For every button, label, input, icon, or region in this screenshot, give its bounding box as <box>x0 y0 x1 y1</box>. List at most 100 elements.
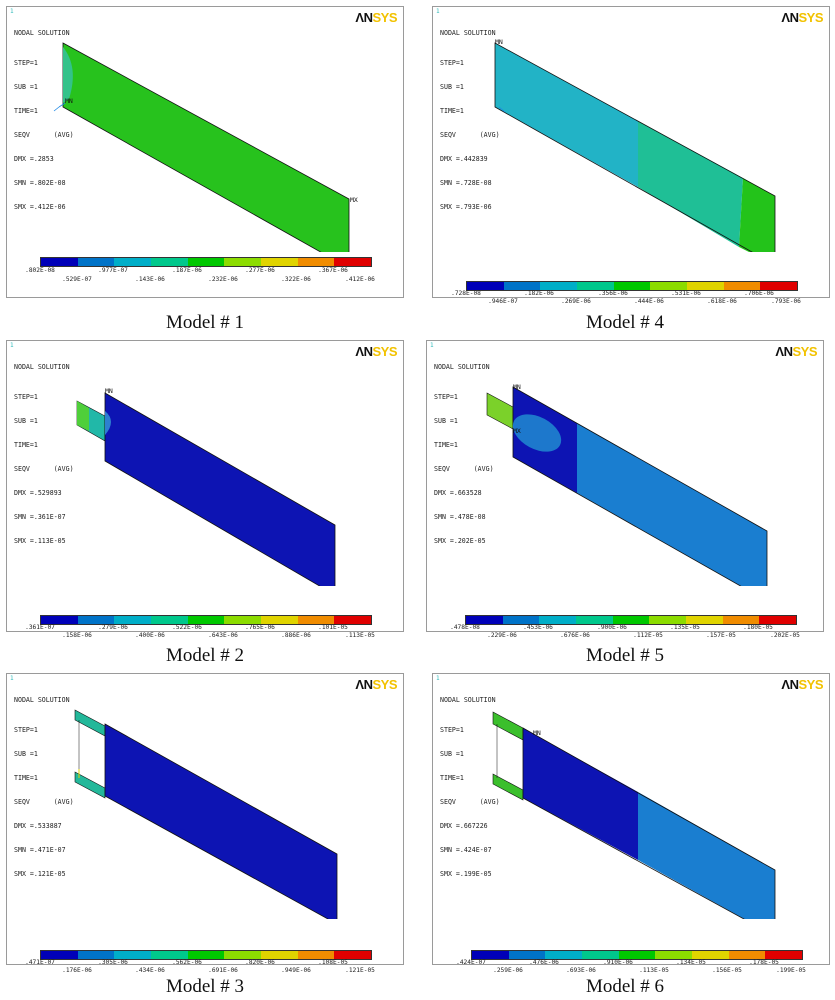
plate-region-1 <box>523 728 638 860</box>
bottom-flange <box>74 771 106 799</box>
min-tag: MN <box>533 729 541 737</box>
plot-panel-model-1: 1 NODAL SOLUTION STEP=1 SUB =1 TIME=1 SE… <box>6 6 404 298</box>
contour-plot: MN MX <box>494 38 776 252</box>
min-tag: MN <box>495 38 503 46</box>
legend-band <box>261 616 298 624</box>
ansys-logo: ΛNSYS <box>355 344 397 359</box>
legend-band <box>77 951 115 959</box>
window-number: 1 <box>436 675 440 682</box>
legend-band <box>151 951 188 959</box>
legend-band <box>114 258 152 266</box>
solution-info: NODAL SOLUTION STEP=1 SUB =1 TIME=1 SEQV… <box>14 363 74 545</box>
caption-model-2: Model # 2 <box>165 645 245 666</box>
window-number: 1 <box>10 8 14 15</box>
legend-band <box>686 616 723 624</box>
legend-band <box>649 616 687 624</box>
legend-band <box>618 951 656 959</box>
max-tag: MX <box>513 427 521 435</box>
plate-region-1 <box>495 43 638 187</box>
legend-band <box>334 258 372 266</box>
legend-band <box>472 951 509 959</box>
legend-band <box>77 258 115 266</box>
legend-band <box>41 616 78 624</box>
color-legend <box>40 950 372 960</box>
caption-model-5: Model # 5 <box>585 645 665 666</box>
legend-band <box>467 282 504 290</box>
plot-panel-model-2: 1 NODAL SOLUTION STEP=1 SUB =1 TIME=1 SE… <box>6 340 404 639</box>
solution-info: NODAL SOLUTION STEP=1 SUB =1 TIME=1 SEQV… <box>440 29 500 211</box>
top-flange <box>74 709 106 737</box>
legend-band <box>114 616 152 624</box>
legend-band <box>77 616 115 624</box>
legend-band <box>577 282 614 290</box>
flange <box>486 392 514 430</box>
legend-band <box>723 282 761 290</box>
legend-band <box>722 616 760 624</box>
contour-plot: MX MN <box>53 42 358 252</box>
plate-region-2 <box>638 121 743 247</box>
ansys-logo: ΛNSYS <box>781 677 823 692</box>
legend-band <box>224 258 262 266</box>
legend-band <box>687 282 724 290</box>
legend-band <box>576 616 613 624</box>
legend-band <box>297 616 335 624</box>
legend-band <box>187 258 225 266</box>
legend-band <box>261 951 298 959</box>
min-tag: MN <box>65 97 73 105</box>
legend-band <box>539 616 577 624</box>
plate-region-2 <box>638 792 775 919</box>
solution-info: NODAL SOLUTION STEP=1 SUB =1 TIME=1 SEQV… <box>14 696 74 878</box>
caption-model-1: Model # 1 <box>165 312 245 333</box>
top-flange <box>492 711 524 741</box>
flange-tip <box>77 401 89 431</box>
legend-band <box>41 951 78 959</box>
window-number: 1 <box>10 675 14 682</box>
caption-model-6: Model # 6 <box>585 976 665 997</box>
legend-band <box>334 951 372 959</box>
plate <box>104 392 336 586</box>
legend-band <box>540 282 578 290</box>
legend-band <box>224 616 262 624</box>
legend-band <box>545 951 583 959</box>
legend-band <box>187 616 225 624</box>
legend-band <box>151 616 188 624</box>
min-tag: MN <box>513 383 521 391</box>
plot-panel-model-4: 1 NODAL SOLUTION STEP=1 SUB =1 TIME=1 SE… <box>432 6 830 305</box>
legend-band <box>655 951 693 959</box>
ansys-logo: ΛNSYS <box>355 10 397 25</box>
bottom-flange <box>492 773 524 801</box>
plate <box>104 723 338 919</box>
max-tag: MX <box>350 196 358 204</box>
legend-band <box>508 951 546 959</box>
solution-info: NODAL SOLUTION STEP=1 SUB =1 TIME=1 SEQV… <box>440 696 500 878</box>
contour-plot: MN MX <box>486 383 768 586</box>
legend-band <box>503 282 541 290</box>
legend-band <box>224 951 262 959</box>
legend-band <box>187 951 225 959</box>
legend-band <box>297 951 335 959</box>
legend-band <box>114 951 152 959</box>
legend-band <box>759 616 797 624</box>
plate <box>62 42 350 252</box>
legend-band <box>765 951 803 959</box>
caption-model-4: Model # 4 <box>585 312 665 333</box>
legend-band <box>582 951 619 959</box>
color-legend <box>465 615 797 625</box>
color-legend <box>40 615 372 625</box>
legend-band <box>261 258 298 266</box>
window-number: 1 <box>436 8 440 15</box>
window-number: 1 <box>10 342 14 349</box>
stress-region <box>63 47 73 103</box>
contour-plot: MN <box>492 711 776 919</box>
solution-title: NODAL SOLUTION <box>14 29 70 37</box>
plot-panel-model-3: 1 NODAL SOLUTION STEP=1 SUB =1 TIME=1 SE… <box>6 673 404 974</box>
plate-region-3 <box>739 178 775 252</box>
legend-band <box>502 616 540 624</box>
plot-panel-model-5: 1 NODAL SOLUTION STEP=1 SUB =1 TIME=1 SE… <box>426 340 824 639</box>
contour-plot <box>74 709 338 919</box>
contour-plot: MN <box>76 387 336 586</box>
min-tag: MN <box>105 387 113 395</box>
plate-region-2 <box>577 423 767 586</box>
legend-band <box>41 258 78 266</box>
ansys-logo: ΛNSYS <box>355 677 397 692</box>
